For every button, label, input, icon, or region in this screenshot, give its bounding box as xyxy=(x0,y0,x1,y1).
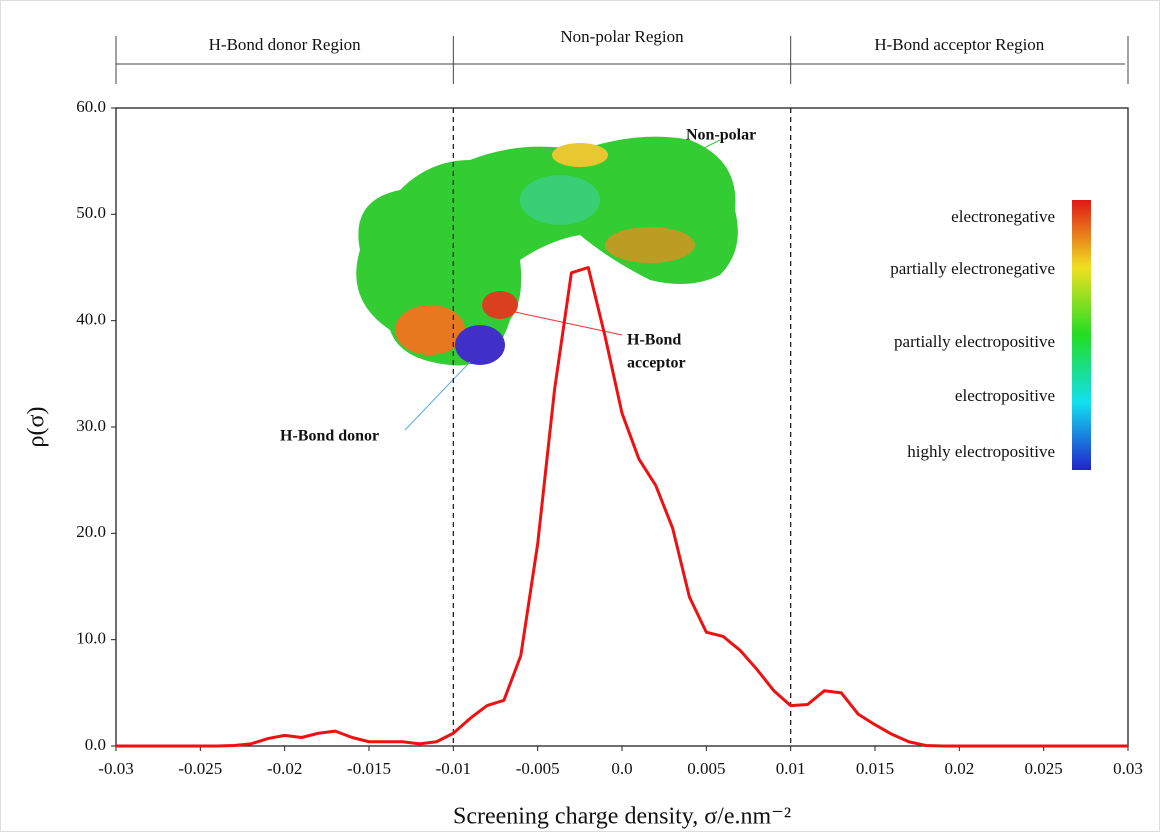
x-tick-label: -0.01 xyxy=(436,759,471,778)
y-tick-label: 10.0 xyxy=(76,629,106,648)
x-tick-label: -0.015 xyxy=(347,759,391,778)
y-axis-title: ρ(σ) xyxy=(24,407,50,448)
colorbar-label: partially electronegative xyxy=(890,259,1055,278)
region-label: Non-polar Region xyxy=(560,27,684,46)
colorbar-label: electropositive xyxy=(955,386,1055,405)
x-axis-title: Screening charge density, σ/e.nm⁻² xyxy=(453,804,791,830)
x-tick-label: -0.02 xyxy=(267,759,302,778)
y-tick-label: 20.0 xyxy=(76,522,106,541)
colorbar-label: partially electropositive xyxy=(894,332,1055,351)
region-label: H-Bond acceptor Region xyxy=(874,35,1044,54)
colorbar xyxy=(1072,200,1091,470)
y-tick-label: 40.0 xyxy=(76,310,106,329)
y-tick-label: 60.0 xyxy=(76,97,106,116)
annotation: H-Bond donor xyxy=(280,428,379,445)
x-tick-label: 0.03 xyxy=(1113,759,1143,778)
annotation: acceptor xyxy=(627,355,686,372)
colorbar-label: highly electropositive xyxy=(907,442,1055,461)
y-tick-label: 50.0 xyxy=(76,203,106,222)
x-tick-label: 0.005 xyxy=(687,759,725,778)
x-tick-label: 0.0 xyxy=(611,759,632,778)
y-tick-label: 0.0 xyxy=(85,735,106,754)
x-tick-label: 0.01 xyxy=(776,759,806,778)
x-tick-label: 0.015 xyxy=(856,759,894,778)
x-tick-label: -0.025 xyxy=(178,759,222,778)
y-tick-label: 30.0 xyxy=(76,416,106,435)
leader-line xyxy=(699,139,721,151)
data-line xyxy=(116,266,1128,748)
x-tick-label: 0.02 xyxy=(944,759,974,778)
colorbar-label: electronegative xyxy=(951,207,1055,226)
molecule xyxy=(356,136,738,366)
x-tick-label: -0.03 xyxy=(98,759,133,778)
x-tick-label: 0.025 xyxy=(1025,759,1063,778)
region-label: H-Bond donor Region xyxy=(209,35,362,54)
annotation: Non-polar xyxy=(686,127,756,144)
x-tick-label: -0.005 xyxy=(516,759,560,778)
leader-line xyxy=(514,311,623,336)
annotation: H-Bond xyxy=(627,332,681,349)
leader-line xyxy=(404,361,471,431)
